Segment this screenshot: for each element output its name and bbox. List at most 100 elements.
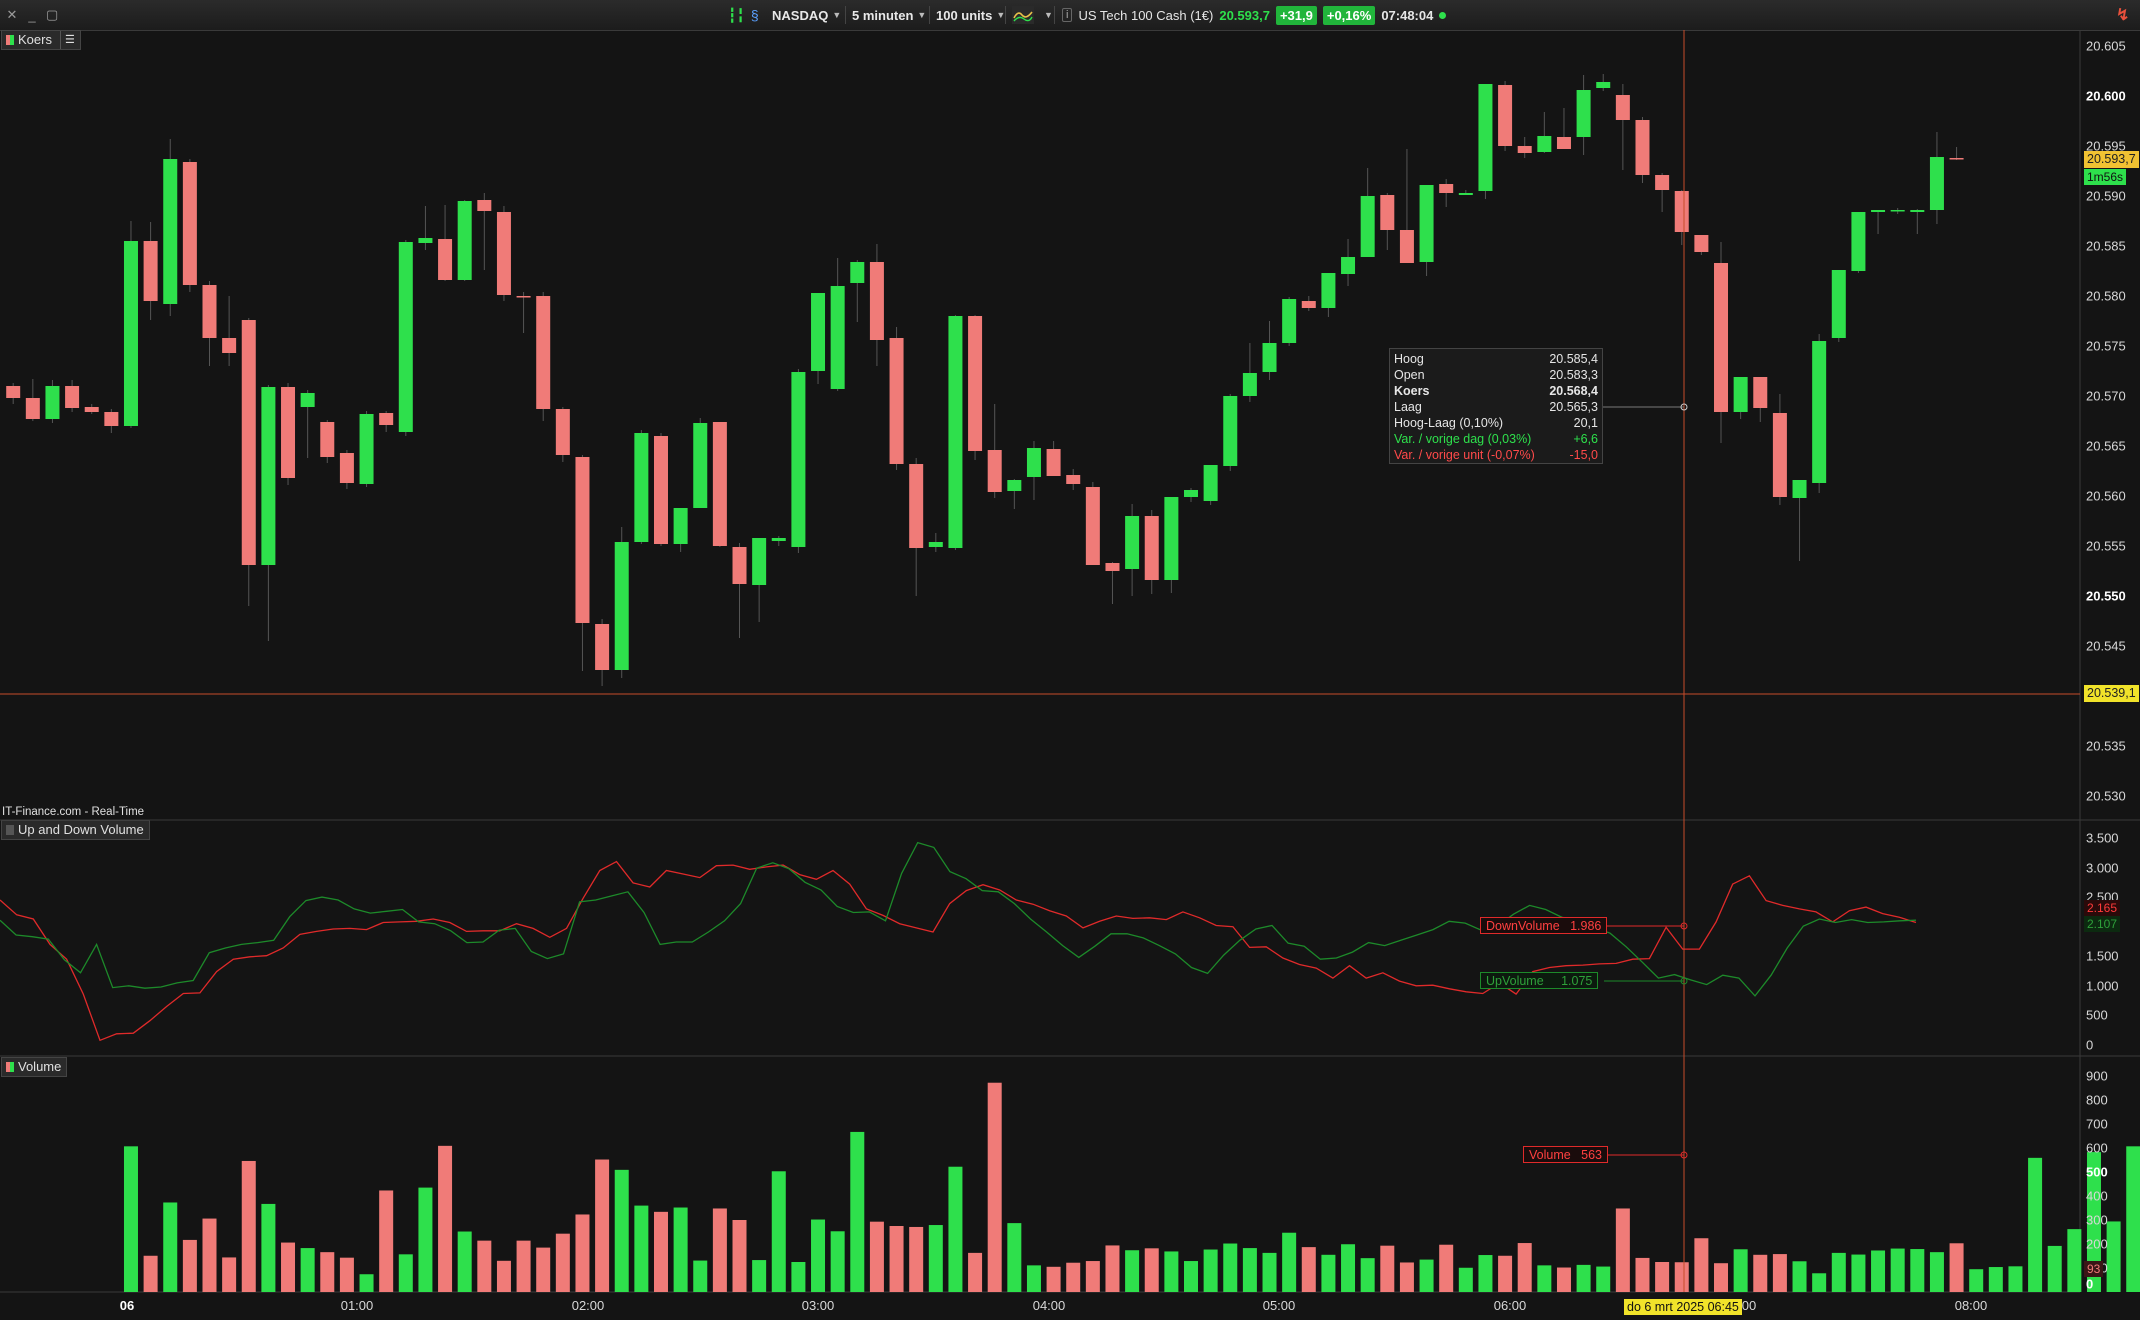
units-dropdown[interactable]: 100 units ▼ xyxy=(936,0,1005,30)
volume-bar xyxy=(1949,1243,1964,1292)
volume-bar xyxy=(1655,1262,1670,1292)
minimize-window-icon[interactable]: _ xyxy=(28,7,36,23)
candle xyxy=(595,619,610,686)
candle-body xyxy=(202,285,217,338)
candle xyxy=(791,369,806,553)
volume-bar xyxy=(1360,1258,1375,1292)
candle xyxy=(1694,235,1709,255)
instrument-name: US Tech 100 Cash (1€) xyxy=(1078,7,1214,23)
candle xyxy=(1262,321,1277,380)
volume-bar xyxy=(143,1255,158,1292)
maximize-window-icon[interactable]: ▢ xyxy=(46,7,59,22)
volume-bar xyxy=(2008,1266,2023,1292)
volume-bar xyxy=(673,1207,688,1292)
price-tick: 20.595 xyxy=(2086,138,2126,154)
volume-bar xyxy=(163,1202,178,1292)
candle xyxy=(477,193,492,270)
updown-panel-label[interactable]: Up and Down Volume xyxy=(1,820,150,840)
candle xyxy=(1419,185,1434,276)
updown-tick: 1.000 xyxy=(2086,978,2119,994)
candle xyxy=(752,538,767,622)
candle-body xyxy=(1262,343,1277,372)
tooltip-label: Open xyxy=(1394,368,1425,382)
tooltip-value: -15,0 xyxy=(1569,448,1599,462)
candle-body xyxy=(1125,516,1140,569)
downvolume-tag-value: 1.986 xyxy=(1570,919,1602,933)
candle xyxy=(1635,117,1650,183)
clock-time: 07:48:04 xyxy=(1381,7,1434,23)
candle xyxy=(555,407,570,462)
candle-body xyxy=(84,407,99,412)
last-price: 20.593,7 xyxy=(1219,7,1270,23)
panel-menu-icon[interactable]: ☰ xyxy=(59,31,75,49)
candle xyxy=(987,404,1002,498)
toolbar-divider xyxy=(1054,6,1055,24)
price-tick: 20.585 xyxy=(2086,238,2126,254)
volume-bar xyxy=(1890,1248,1905,1292)
volume-bar xyxy=(379,1190,394,1292)
link-icon[interactable]: § xyxy=(750,7,759,23)
candle-body xyxy=(104,412,119,426)
tooltip-value: +6,6 xyxy=(1573,432,1598,446)
candle-body xyxy=(1144,516,1159,580)
candle xyxy=(948,315,963,550)
candle-body xyxy=(536,296,551,409)
volume-bar xyxy=(1910,1249,1925,1292)
updown-tick: 3.500 xyxy=(2086,830,2119,846)
volume-bar xyxy=(1301,1247,1316,1292)
volume-bar xyxy=(1831,1252,1846,1292)
indicator-color-icon xyxy=(6,825,14,835)
volume-bar xyxy=(1674,1262,1689,1292)
candle xyxy=(909,458,924,596)
volume-bar xyxy=(2028,1157,2043,1292)
candle-body xyxy=(496,212,511,295)
volume-tick: 600 xyxy=(2086,1140,2108,1156)
candle-body xyxy=(1184,490,1198,497)
volume-bar xyxy=(712,1208,727,1292)
candle-body xyxy=(1439,184,1454,193)
volume-bar xyxy=(359,1274,374,1292)
candle xyxy=(516,292,531,333)
candle-body xyxy=(1478,84,1493,191)
candle-body xyxy=(1674,191,1689,232)
candle-body xyxy=(1812,341,1827,483)
candle xyxy=(1812,334,1827,493)
price-panel-label[interactable]: Koers ☰ xyxy=(1,30,81,50)
indicator-dropdown[interactable]: ▼ xyxy=(1012,0,1053,30)
volume-bar xyxy=(182,1239,197,1292)
close-window-icon[interactable]: ✕ xyxy=(6,7,18,22)
volume-tag-value: 563 xyxy=(1581,1148,1602,1162)
volume-bar xyxy=(1478,1255,1493,1292)
volume-bars-layer xyxy=(123,1082,2140,1292)
candle-body xyxy=(339,453,354,483)
candle-body xyxy=(45,386,60,419)
candle-body xyxy=(1360,196,1375,257)
candle-body xyxy=(1792,480,1807,498)
volume-tick: 200 xyxy=(2086,1236,2108,1252)
candle xyxy=(320,420,335,463)
candle-body xyxy=(1164,497,1179,580)
volume-panel-label[interactable]: Volume xyxy=(1,1057,68,1077)
timeframe-dropdown[interactable]: 5 minuten ▼ xyxy=(852,0,926,30)
last-price-tag: 20.593,7 xyxy=(2084,151,2139,168)
volume-bar xyxy=(1282,1232,1297,1292)
price-tick: 20.580 xyxy=(2086,288,2126,304)
volume-bar xyxy=(1498,1255,1513,1292)
chart-type-icon[interactable]: ┇╏ xyxy=(728,6,745,23)
info-icon[interactable]: i xyxy=(1062,8,1073,22)
volume-last-tag: 93 xyxy=(2084,1261,2104,1277)
candle xyxy=(1871,210,1886,234)
volume-bar xyxy=(1439,1244,1454,1292)
volume-bar xyxy=(516,1240,531,1292)
refresh-icon[interactable]: ↯ xyxy=(2116,7,2130,24)
price-panel-title: Koers xyxy=(18,32,52,47)
updown-panel-title: Up and Down Volume xyxy=(18,822,144,837)
candle-body xyxy=(1498,85,1513,146)
volume-bar xyxy=(1026,1265,1041,1292)
candle-body xyxy=(1380,195,1395,230)
candle-body xyxy=(65,386,80,408)
candle xyxy=(1321,273,1336,317)
volume-bar xyxy=(2047,1245,2062,1292)
toolbar-divider xyxy=(929,6,930,24)
exchange-dropdown[interactable]: NASDAQ ▼ xyxy=(772,0,841,30)
